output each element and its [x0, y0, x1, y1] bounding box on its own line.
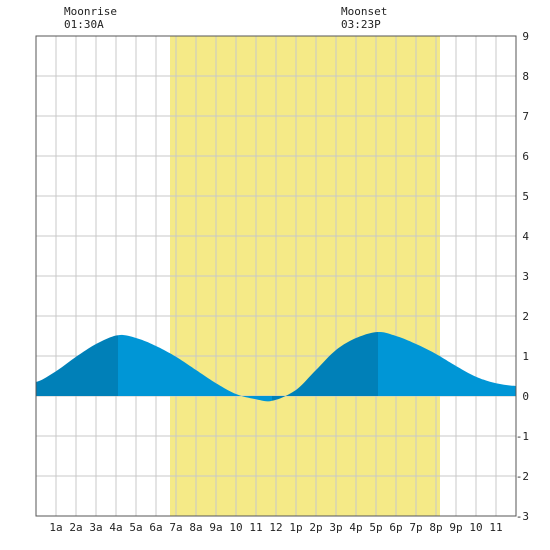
moonset-time: 03:23P [341, 18, 381, 31]
x-tick-label: 7p [409, 521, 422, 534]
y-tick-label: 6 [522, 150, 529, 163]
y-tick-label: 7 [522, 110, 529, 123]
x-tick-label: 5p [369, 521, 382, 534]
x-tick-label: 8a [189, 521, 202, 534]
tide-area-falling [378, 332, 516, 396]
y-tick-label: -3 [516, 510, 529, 523]
x-tick-label: 3a [89, 521, 102, 534]
x-tick-label: 12 [269, 521, 282, 534]
x-tick-label: 1p [289, 521, 302, 534]
y-tick-label: -1 [516, 430, 529, 443]
moonset-label: Moonset [341, 5, 387, 18]
y-tick-label: 0 [522, 390, 529, 403]
x-tick-label: 10 [229, 521, 242, 534]
x-tick-label: 3p [329, 521, 342, 534]
tide-area-falling [118, 334, 272, 402]
x-tick-label: 4p [349, 521, 362, 534]
y-tick-label: 4 [522, 230, 529, 243]
x-tick-label: 10 [469, 521, 482, 534]
x-tick-label: 6p [389, 521, 402, 534]
x-tick-label: 9a [209, 521, 222, 534]
x-tick-label: 1a [49, 521, 62, 534]
y-tick-label: 1 [522, 350, 529, 363]
x-tick-label: 2a [69, 521, 82, 534]
y-tick-label: 8 [522, 70, 529, 83]
y-tick-label: 2 [522, 310, 529, 323]
x-tick-label: 9p [449, 521, 462, 534]
x-tick-label: 11 [249, 521, 262, 534]
y-tick-label: 3 [522, 270, 529, 283]
y-tick-label: -2 [516, 470, 529, 483]
y-tick-label: 9 [522, 30, 529, 43]
x-tick-label: 5a [129, 521, 142, 534]
x-tick-label: 4a [109, 521, 122, 534]
y-tick-label: 5 [522, 190, 529, 203]
x-tick-label: 7a [169, 521, 182, 534]
moonrise-time: 01:30A [64, 18, 104, 31]
tide-area-rising [36, 335, 118, 396]
x-tick-label: 11 [489, 521, 502, 534]
x-tick-label: 6a [149, 521, 162, 534]
moonrise-label: Moonrise [64, 5, 117, 18]
tide-area-rising [272, 332, 378, 401]
x-tick-label: 2p [309, 521, 322, 534]
plot-frame [35, 35, 517, 517]
x-tick-label: 8p [429, 521, 442, 534]
